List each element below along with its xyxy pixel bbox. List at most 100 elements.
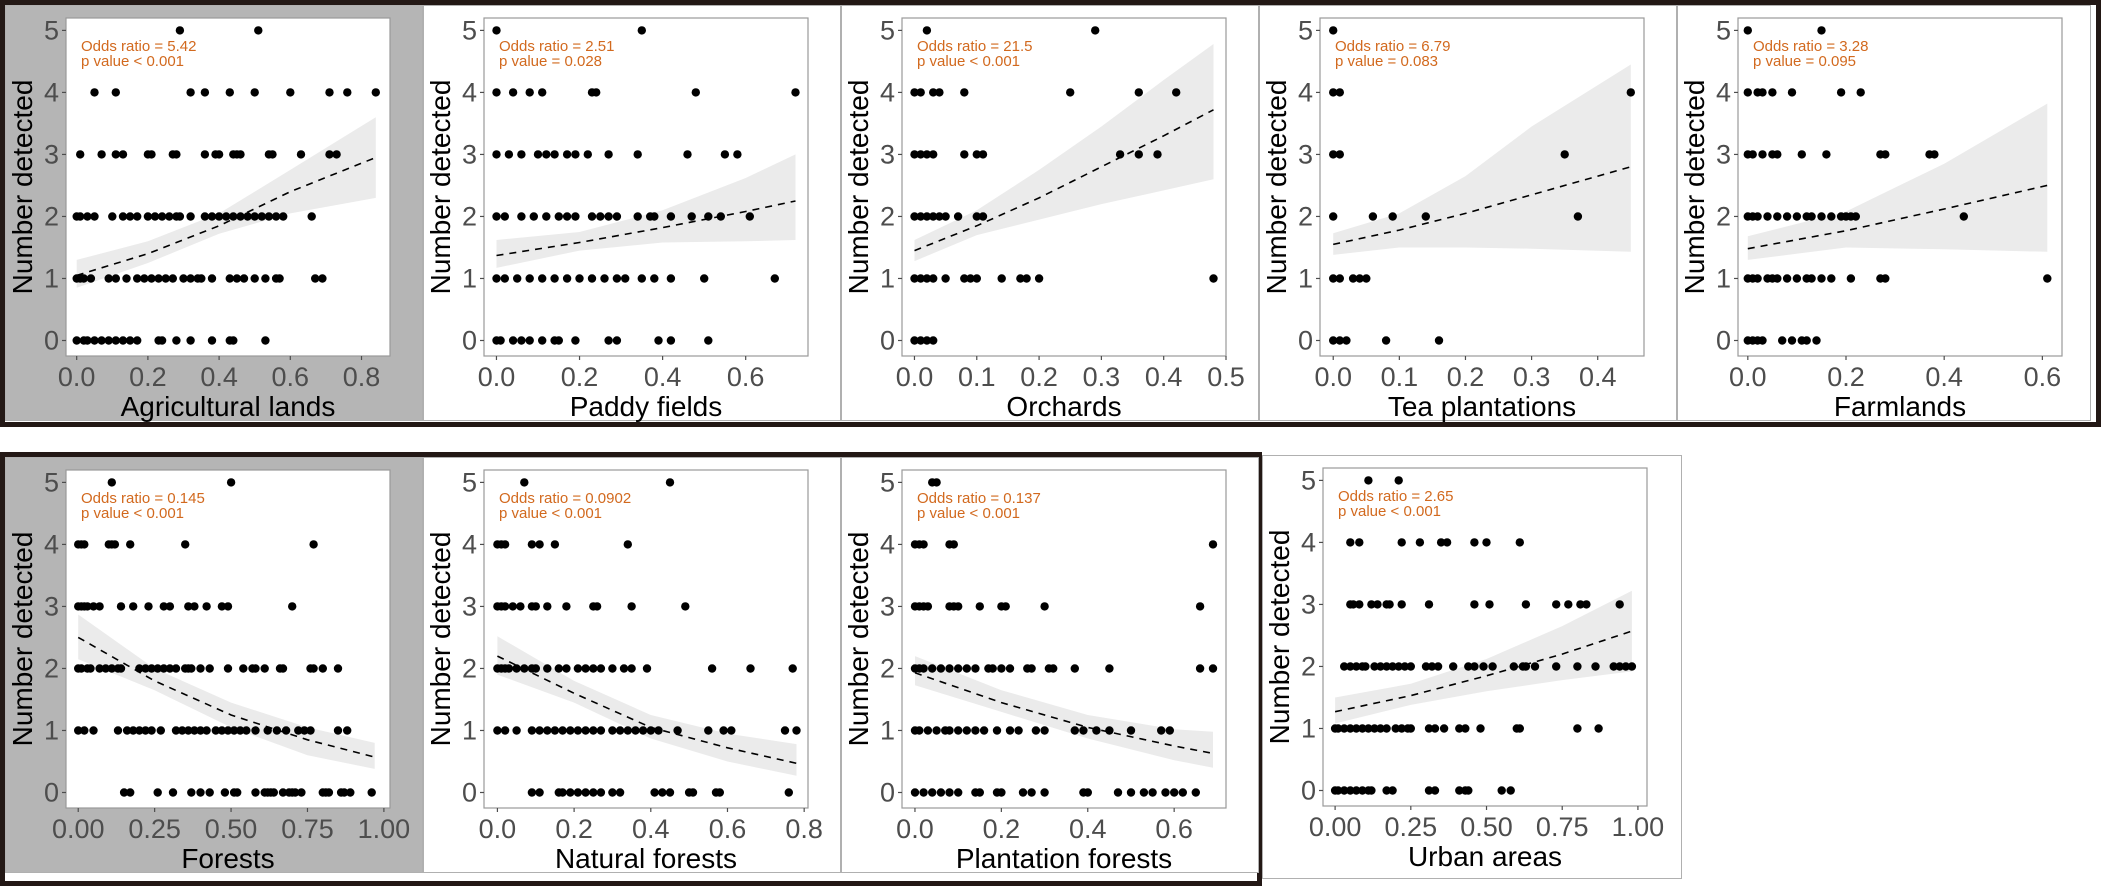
data-point xyxy=(116,602,126,611)
data-point xyxy=(665,788,675,797)
data-point xyxy=(260,664,269,673)
y-tick-label: 5 xyxy=(1298,15,1313,45)
data-point xyxy=(916,274,925,283)
data-point xyxy=(1329,88,1338,97)
data-point xyxy=(1115,150,1125,159)
x-tick-label: 0.0 xyxy=(58,362,96,392)
data-point xyxy=(916,150,925,159)
confidence-band xyxy=(496,154,796,268)
data-point xyxy=(910,274,919,283)
data-point xyxy=(612,336,622,345)
data-point xyxy=(214,212,224,221)
odds-ratio-annotation: Odds ratio = 2.65 xyxy=(1338,488,1454,505)
data-point xyxy=(1479,662,1488,671)
data-point xyxy=(571,150,580,159)
odds-ratio-annotation: Odds ratio = 5.42 xyxy=(81,38,197,55)
data-point xyxy=(1005,726,1015,735)
data-point xyxy=(229,726,239,735)
x-tick-label: 0.6 xyxy=(1155,814,1193,844)
x-tick-label: 0.2 xyxy=(1447,362,1485,392)
data-point xyxy=(1126,726,1136,735)
data-point xyxy=(1014,726,1023,735)
data-point xyxy=(184,602,193,611)
data-point xyxy=(1573,662,1582,671)
y-tick-label: 4 xyxy=(1301,527,1316,557)
data-point xyxy=(1040,602,1049,611)
data-point xyxy=(271,212,281,221)
y-tick-label: 4 xyxy=(462,77,477,107)
p-value-annotation: p value < 0.001 xyxy=(917,53,1020,70)
data-point xyxy=(1807,274,1816,283)
data-point xyxy=(186,336,195,345)
data-point xyxy=(161,274,170,283)
data-point xyxy=(1348,274,1358,283)
data-point xyxy=(200,212,210,221)
data-point xyxy=(1851,212,1860,221)
y-tick-label: 3 xyxy=(1298,139,1313,169)
x-tick-label: 0.3 xyxy=(1083,362,1121,392)
data-point xyxy=(1016,274,1025,283)
y-tick-label: 4 xyxy=(880,529,895,559)
data-point xyxy=(923,602,933,611)
data-point xyxy=(916,88,925,97)
data-point xyxy=(171,664,181,673)
data-point xyxy=(922,336,932,345)
data-point xyxy=(1335,336,1344,345)
data-point xyxy=(919,664,928,673)
p-value-annotation: p value = 0.095 xyxy=(1753,53,1856,70)
y-tick-label: 3 xyxy=(44,139,59,169)
data-point xyxy=(147,726,156,735)
data-point xyxy=(972,212,981,221)
data-point xyxy=(318,274,327,283)
data-point xyxy=(492,26,501,35)
data-point xyxy=(1609,662,1618,671)
data-point xyxy=(126,788,135,797)
data-point xyxy=(168,274,177,283)
data-point xyxy=(1391,724,1400,733)
data-point xyxy=(251,726,260,735)
data-point xyxy=(141,726,150,735)
data-point xyxy=(200,150,210,159)
data-point xyxy=(178,726,187,735)
data-point xyxy=(184,726,193,735)
data-point xyxy=(1856,88,1865,97)
data-point xyxy=(309,664,318,673)
data-point xyxy=(1430,786,1440,795)
data-point xyxy=(788,664,797,673)
data-point xyxy=(157,336,167,345)
data-point xyxy=(596,664,606,673)
x-tick-label: 0.0 xyxy=(1729,362,1767,392)
data-point xyxy=(1488,662,1497,671)
data-point xyxy=(175,26,185,35)
data-point xyxy=(97,150,106,159)
data-point xyxy=(133,336,142,345)
data-point xyxy=(156,726,165,735)
y-tick-label: 1 xyxy=(462,715,477,745)
data-point xyxy=(589,788,598,797)
data-point xyxy=(554,664,563,673)
y-axis-title: Number detected xyxy=(425,532,456,747)
data-point xyxy=(792,726,801,735)
data-point xyxy=(1340,724,1349,733)
y-tick-label: 3 xyxy=(880,591,895,621)
data-point xyxy=(250,274,259,283)
data-point xyxy=(1792,274,1802,283)
data-point xyxy=(281,726,291,735)
data-point xyxy=(1782,274,1792,283)
data-point xyxy=(1400,662,1409,671)
data-point xyxy=(1368,212,1378,221)
odds-ratio-annotation: Odds ratio = 0.0902 xyxy=(499,490,631,507)
data-point xyxy=(1424,786,1434,795)
data-point xyxy=(118,212,128,221)
agricultural-group-frame xyxy=(0,0,2101,427)
data-point xyxy=(309,540,318,549)
data-point xyxy=(86,664,95,673)
data-point xyxy=(1421,212,1430,221)
y-tick-label: 0 xyxy=(44,777,59,807)
data-point xyxy=(922,26,932,35)
data-point xyxy=(147,150,156,159)
data-point xyxy=(589,664,598,673)
y-tick-label: 0 xyxy=(44,325,59,355)
data-point xyxy=(1509,662,1518,671)
data-point xyxy=(1817,274,1826,283)
